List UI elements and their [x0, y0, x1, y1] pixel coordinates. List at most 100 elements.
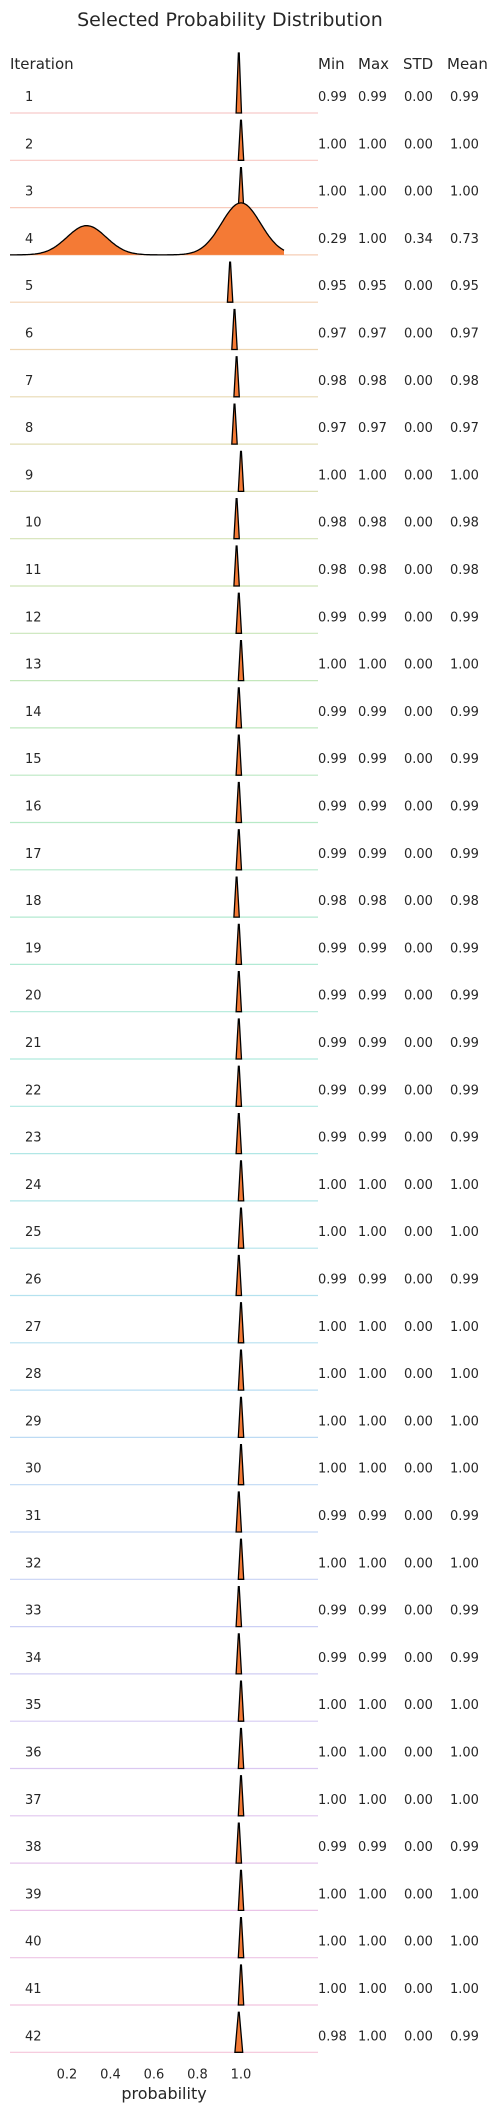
- stat-min: 0.97: [318, 421, 347, 436]
- density-spike: [235, 971, 243, 1013]
- x-axis: 0.2 0.4 0.6 0.8 1.0: [57, 2067, 252, 2082]
- density-spike: [231, 403, 238, 445]
- iteration-label: 7: [25, 374, 33, 389]
- stat-mean: 1.00: [450, 1793, 479, 1808]
- stat-std: 0.00: [404, 2029, 433, 2044]
- stat-std: 0.00: [404, 989, 433, 1004]
- density-spike: [237, 1964, 245, 2006]
- stat-mean: 1.00: [450, 1935, 479, 1950]
- ridge-row: 23 0.99 0.99 0.00 0.99: [10, 1112, 479, 1155]
- stat-std: 0.00: [404, 1982, 433, 1997]
- stat-mean: 1.00: [450, 1225, 479, 1240]
- stat-std: 0.00: [404, 327, 433, 342]
- stat-std: 0.00: [404, 516, 433, 531]
- density-spike: [237, 639, 245, 682]
- ridge-row: 26 0.99 0.99 0.00 0.99: [10, 1254, 479, 1297]
- density-spike: [235, 1633, 243, 1675]
- iteration-label: 19: [25, 941, 42, 956]
- ridge-row: 32 1.00 1.00 0.00 1.00: [10, 1538, 479, 1580]
- stat-std: 0.00: [404, 1462, 433, 1477]
- stat-mean: 0.98: [450, 516, 479, 531]
- density-spike: [237, 1349, 245, 1391]
- ridge-row: 1 0.99 0.99 0.00 0.99: [10, 52, 479, 114]
- stat-max: 0.99: [358, 1840, 387, 1855]
- stat-mean: 0.99: [450, 989, 479, 1004]
- ridge-row: 14 0.99 0.99 0.00 0.99: [10, 687, 479, 729]
- stat-mean: 1.00: [450, 1367, 479, 1382]
- ridge-row: 18 0.98 0.98 0.00 0.98: [10, 876, 479, 918]
- stat-mean: 1.00: [450, 658, 479, 673]
- stat-min: 0.98: [318, 516, 347, 531]
- stat-std: 0.00: [404, 1320, 433, 1335]
- stat-min: 1.00: [318, 1935, 347, 1950]
- x-axis-label: probability: [121, 2084, 206, 2103]
- x-tick-label: 0.6: [144, 2067, 165, 2082]
- density-spike: [237, 1207, 245, 1249]
- stat-std: 0.00: [404, 90, 433, 105]
- stat-min: 0.98: [318, 2029, 347, 2044]
- iteration-label: 1: [25, 90, 33, 105]
- density-spike: [235, 1822, 243, 1864]
- stat-mean: 0.73: [450, 232, 479, 247]
- iteration-label: 11: [25, 563, 42, 578]
- stat-max: 0.97: [358, 421, 387, 436]
- stat-min: 1.00: [318, 1698, 347, 1713]
- stat-max: 0.98: [358, 516, 387, 531]
- stat-max: 1.00: [358, 1887, 387, 1902]
- ridge-row: 11 0.98 0.98 0.00 0.98: [10, 545, 479, 587]
- stat-mean: 1.00: [450, 137, 479, 152]
- iteration-label: 14: [25, 705, 42, 720]
- stat-std: 0.00: [404, 1367, 433, 1382]
- ridge-row: 5 0.95 0.95 0.00 0.95: [10, 261, 479, 303]
- stat-mean: 1.00: [450, 1556, 479, 1571]
- ridge-row: 25 1.00 1.00 0.00 1.00: [10, 1207, 479, 1249]
- stat-min: 1.00: [318, 137, 347, 152]
- iteration-label: 21: [25, 1036, 42, 1051]
- stat-min: 1.00: [318, 185, 347, 200]
- ridge-row: 6 0.97 0.97 0.00 0.97: [10, 308, 479, 351]
- stat-min: 1.00: [318, 1367, 347, 1382]
- stat-std: 0.00: [404, 610, 433, 625]
- column-header-max: Max: [358, 55, 389, 73]
- stat-max: 1.00: [358, 2029, 387, 2044]
- stat-mean: 0.97: [450, 327, 479, 342]
- stat-min: 0.99: [318, 1131, 347, 1146]
- stat-max: 0.99: [358, 610, 387, 625]
- chart-title: Selected Probability Distribution: [77, 9, 383, 31]
- density-spike: [235, 734, 243, 776]
- iteration-label: 37: [25, 1793, 42, 1808]
- stat-std: 0.00: [404, 847, 433, 862]
- stat-std: 0.00: [404, 705, 433, 720]
- iteration-label: 35: [25, 1698, 42, 1713]
- ridge-row: 37 1.00 1.00 0.00 1.00: [10, 1775, 479, 1817]
- stat-max: 1.00: [358, 468, 387, 483]
- stat-min: 1.00: [318, 1462, 347, 1477]
- ridge-row: 38 0.99 0.99 0.00 0.99: [10, 1822, 479, 1864]
- x-tick-label: 0.4: [100, 2067, 121, 2082]
- stat-max: 0.99: [358, 847, 387, 862]
- stat-std: 0.00: [404, 1887, 433, 1902]
- iteration-label: 2: [25, 137, 33, 152]
- stat-max: 1.00: [358, 1320, 387, 1335]
- density-spike: [237, 119, 245, 161]
- stat-min: 0.98: [318, 374, 347, 389]
- stat-min: 1.00: [318, 1178, 347, 1193]
- ridge-row: 15 0.99 0.99 0.00 0.99: [10, 734, 479, 776]
- stat-mean: 1.00: [450, 1982, 479, 1997]
- density-spike: [233, 356, 240, 398]
- stat-min: 0.99: [318, 752, 347, 767]
- stat-mean: 0.98: [450, 894, 479, 909]
- stat-std: 0.00: [404, 800, 433, 815]
- iteration-label: 17: [25, 847, 42, 862]
- stat-mean: 0.98: [450, 374, 479, 389]
- iteration-label: 29: [25, 1414, 42, 1429]
- column-header-std: STD: [403, 55, 433, 73]
- column-header-mean: Mean: [447, 55, 488, 73]
- density-spike: [235, 687, 243, 729]
- stat-std: 0.00: [404, 1178, 433, 1193]
- ridge-row: 27 1.00 1.00 0.00 1.00: [10, 1302, 479, 1344]
- ridge-row: 40 1.00 1.00 0.00 1.00: [10, 1917, 479, 1959]
- iteration-label: 33: [25, 1604, 42, 1619]
- stat-min: 0.99: [318, 705, 347, 720]
- iteration-label: 36: [25, 1746, 42, 1761]
